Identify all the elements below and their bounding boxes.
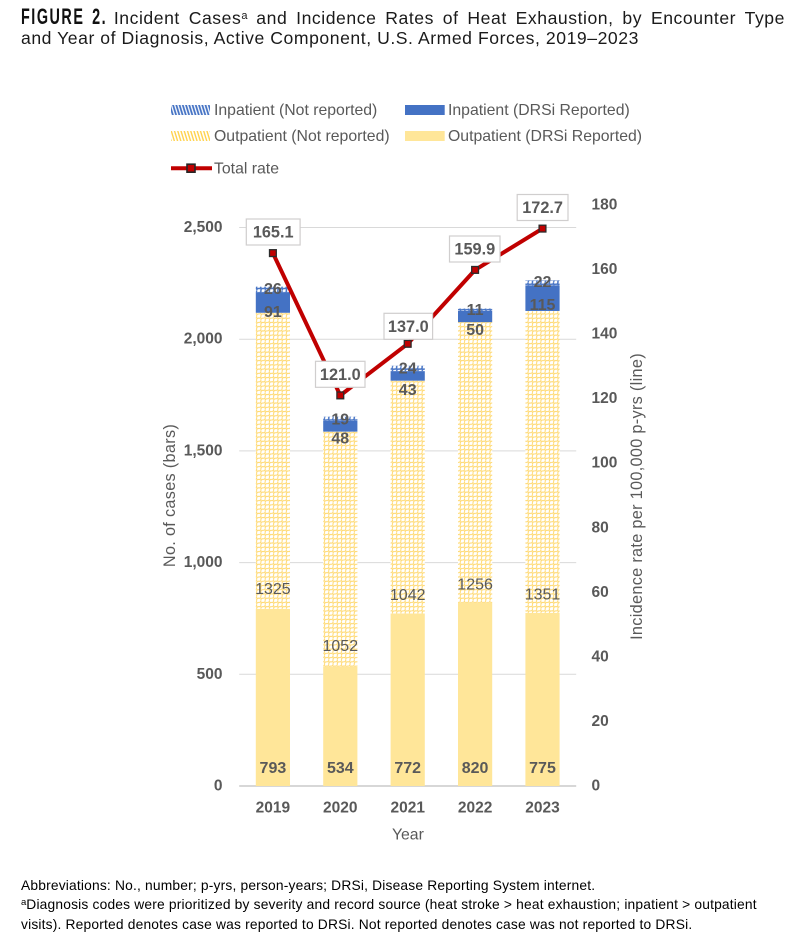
svg-text:91: 91 bbox=[264, 304, 282, 321]
svg-text:137.0: 137.0 bbox=[388, 318, 429, 336]
svg-text:24: 24 bbox=[399, 361, 417, 378]
svg-text:115: 115 bbox=[530, 297, 556, 314]
svg-text:1351: 1351 bbox=[525, 586, 561, 603]
svg-text:1052: 1052 bbox=[323, 638, 359, 655]
svg-text:121.0: 121.0 bbox=[320, 366, 361, 384]
svg-text:2,000: 2,000 bbox=[184, 331, 223, 348]
svg-text:Inpatient (Not reported): Inpatient (Not reported) bbox=[214, 102, 377, 119]
svg-text:1,000: 1,000 bbox=[184, 554, 223, 571]
svg-text:11: 11 bbox=[467, 302, 484, 319]
svg-text:160: 160 bbox=[592, 261, 618, 278]
svg-text:2020: 2020 bbox=[323, 800, 357, 817]
svg-text:1042: 1042 bbox=[390, 587, 426, 604]
svg-text:2,500: 2,500 bbox=[184, 219, 223, 236]
svg-text:2023: 2023 bbox=[525, 800, 560, 817]
svg-text:Inpatient (DRSi Reported): Inpatient (DRSi Reported) bbox=[448, 102, 630, 119]
svg-text:26: 26 bbox=[264, 281, 282, 298]
svg-text:80: 80 bbox=[592, 519, 609, 536]
svg-text:2019: 2019 bbox=[256, 800, 291, 817]
svg-text:820: 820 bbox=[462, 760, 489, 777]
svg-text:2021: 2021 bbox=[390, 800, 425, 817]
svg-text:500: 500 bbox=[197, 666, 223, 683]
svg-text:180: 180 bbox=[592, 197, 618, 214]
svg-text:Year: Year bbox=[392, 826, 424, 843]
svg-text:Incidence rate per 100,000 p-y: Incidence rate per 100,000 p-yrs (line) bbox=[628, 353, 646, 640]
svg-text:2022: 2022 bbox=[458, 800, 492, 817]
svg-text:60: 60 bbox=[592, 584, 609, 601]
svg-text:Outpatient (Not reported): Outpatient (Not reported) bbox=[214, 128, 390, 145]
svg-text:No. of cases (bars): No. of cases (bars) bbox=[161, 424, 179, 567]
svg-text:40: 40 bbox=[592, 648, 609, 665]
svg-text:1325: 1325 bbox=[255, 581, 291, 598]
svg-text:793: 793 bbox=[260, 760, 287, 777]
svg-text:1256: 1256 bbox=[457, 576, 493, 593]
svg-text:172.7: 172.7 bbox=[522, 199, 563, 217]
svg-text:20: 20 bbox=[592, 713, 609, 730]
svg-text:Outpatient (DRSi Reported): Outpatient (DRSi Reported) bbox=[448, 128, 642, 145]
svg-text:22: 22 bbox=[534, 274, 552, 291]
svg-text:1,500: 1,500 bbox=[184, 442, 223, 459]
svg-text:43: 43 bbox=[399, 382, 417, 399]
svg-text:159.9: 159.9 bbox=[454, 241, 495, 259]
svg-text:775: 775 bbox=[529, 760, 556, 777]
svg-text:Total rate: Total rate bbox=[214, 161, 279, 178]
svg-text:140: 140 bbox=[592, 326, 618, 343]
svg-text:0: 0 bbox=[214, 778, 223, 795]
svg-text:50: 50 bbox=[466, 322, 484, 339]
svg-text:0: 0 bbox=[592, 778, 601, 795]
svg-text:48: 48 bbox=[331, 431, 349, 448]
svg-text:772: 772 bbox=[394, 760, 421, 777]
svg-text:120: 120 bbox=[592, 390, 618, 407]
svg-text:19: 19 bbox=[331, 412, 349, 429]
svg-text:534: 534 bbox=[327, 760, 354, 777]
svg-text:165.1: 165.1 bbox=[253, 224, 294, 242]
svg-text:100: 100 bbox=[592, 455, 618, 472]
